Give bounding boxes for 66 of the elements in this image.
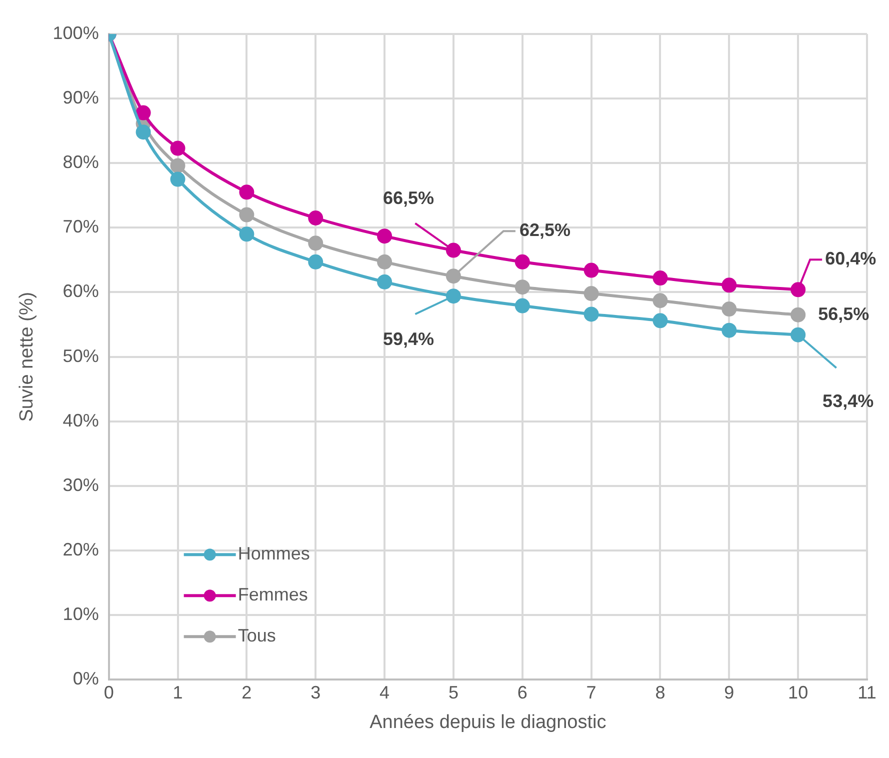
data-label: 60,4% — [825, 248, 876, 269]
point — [514, 254, 530, 270]
point — [584, 286, 599, 302]
point — [136, 105, 151, 120]
point — [170, 158, 186, 174]
legend-label: Hommes — [238, 544, 310, 564]
x-tick-label: 1 — [172, 682, 183, 702]
y-tick-label: 60% — [62, 281, 99, 302]
point — [239, 226, 254, 242]
point — [652, 313, 668, 328]
y-tick-label: 30% — [62, 474, 99, 495]
y-tick-label: 40% — [62, 410, 99, 430]
x-tick-label: 2 — [242, 682, 252, 702]
y-tick-label: 90% — [62, 88, 99, 108]
point — [308, 210, 324, 226]
point — [514, 298, 530, 314]
point — [790, 307, 806, 322]
legend-label: Tous — [238, 626, 276, 646]
point — [239, 184, 254, 200]
x-tick-label: 8 — [655, 682, 666, 702]
point — [652, 270, 668, 286]
point — [446, 268, 461, 284]
y-tick-label: 20% — [62, 539, 99, 560]
data-label: 66,5% — [382, 188, 434, 208]
y-tick-label: 50% — [62, 346, 99, 366]
y-tick-label: 80% — [62, 152, 99, 172]
point — [446, 288, 461, 304]
point — [584, 262, 599, 278]
x-axis-title: Années depuis le diagnostic — [370, 712, 606, 733]
x-tick-label: 5 — [448, 682, 458, 702]
point — [722, 322, 737, 338]
point — [377, 228, 392, 244]
x-tick-label: 0 — [104, 682, 114, 702]
y-tick-label: 100% — [52, 22, 99, 43]
x-tick-label: 9 — [724, 682, 734, 702]
point — [652, 293, 668, 308]
point — [308, 236, 324, 251]
point — [170, 140, 186, 156]
point — [584, 306, 599, 322]
x-tick-label: 3 — [310, 682, 321, 702]
y-axis-title: Suvie nette (%) — [16, 292, 38, 422]
y-tick-label: 10% — [62, 604, 99, 624]
point — [446, 242, 461, 258]
x-tick-label: 11 — [858, 682, 876, 702]
point — [722, 302, 737, 317]
data-label: 56,5% — [818, 304, 870, 324]
legend-label: Femmes — [238, 584, 308, 605]
data-label: 59,4% — [382, 329, 434, 350]
point — [722, 278, 737, 293]
x-tick-label: 6 — [517, 682, 528, 702]
point — [377, 254, 392, 270]
x-tick-label: 7 — [586, 682, 596, 702]
y-tick-label: 0% — [72, 668, 99, 689]
point — [514, 280, 530, 295]
data-label: 62,5% — [519, 220, 571, 240]
x-tick-label: 10 — [788, 682, 808, 702]
data-label: 53,4% — [822, 390, 874, 411]
point — [377, 274, 392, 290]
point — [308, 254, 324, 270]
x-tick-label: 4 — [380, 682, 390, 702]
point — [170, 172, 186, 187]
point — [790, 327, 806, 342]
point — [136, 124, 151, 140]
point — [239, 207, 254, 222]
point — [790, 282, 806, 298]
y-tick-label: 70% — [62, 216, 99, 237]
